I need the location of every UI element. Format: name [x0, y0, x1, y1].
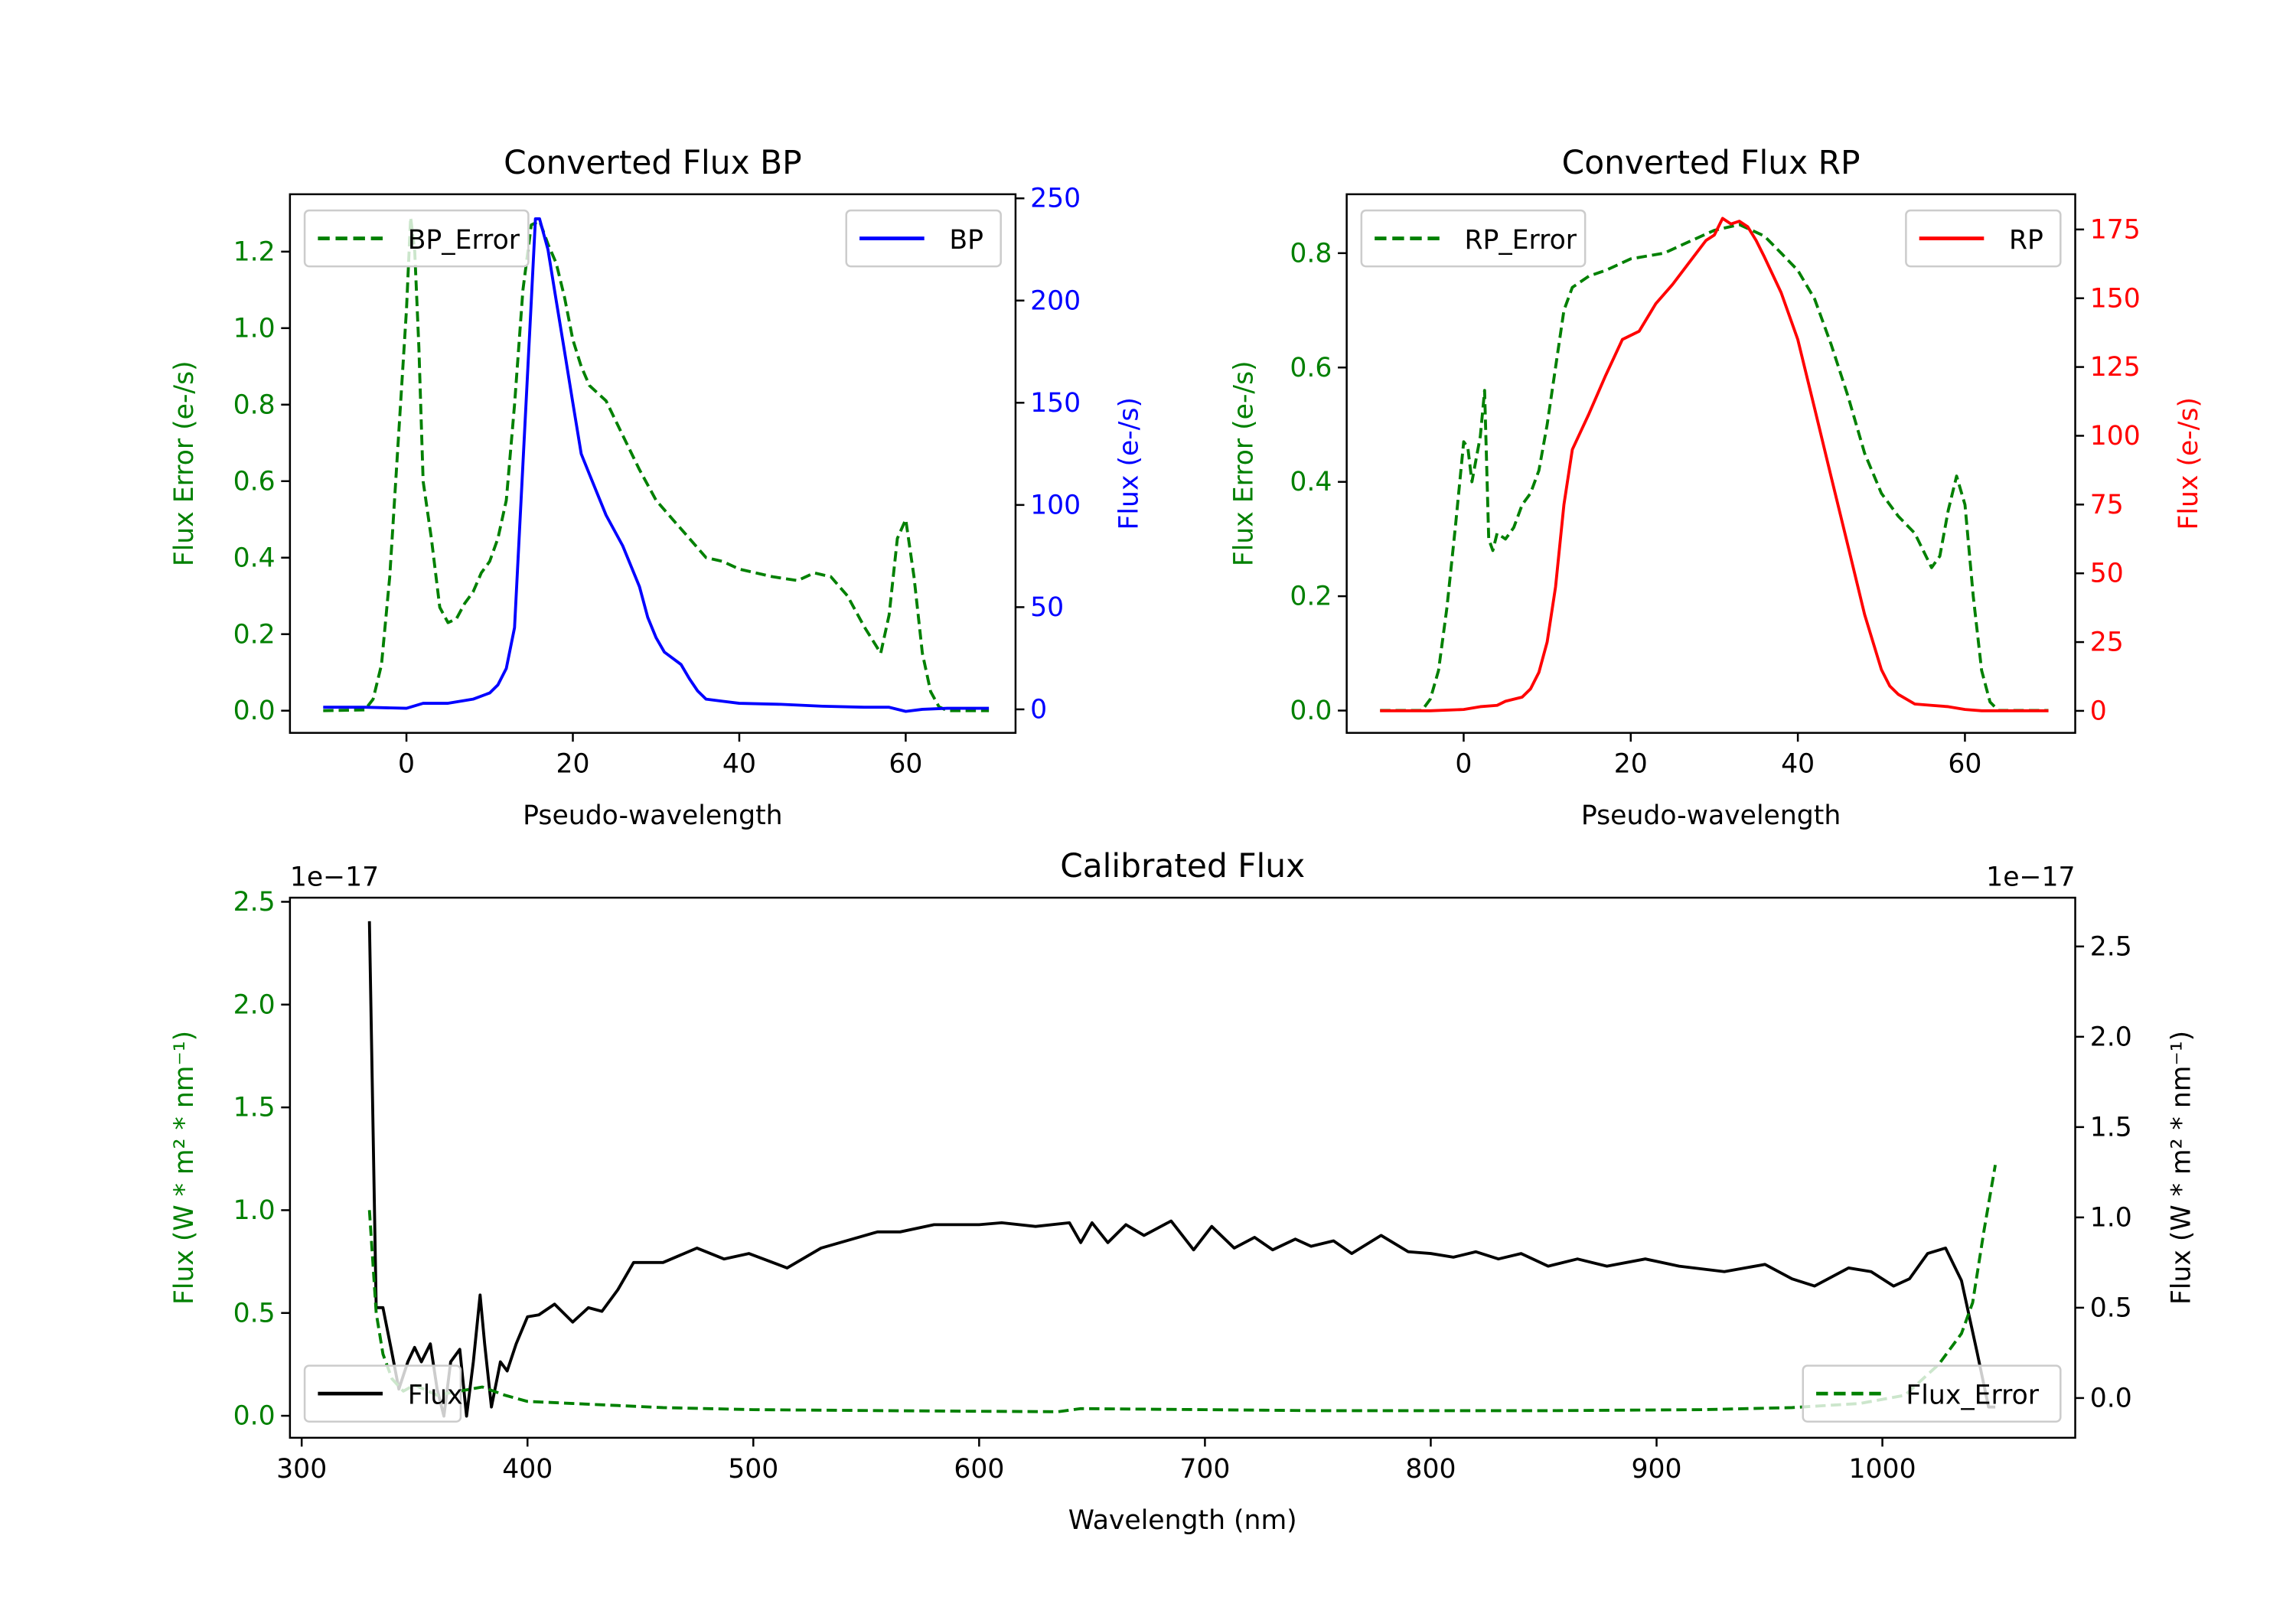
y-left-tick-label: 0.5 — [233, 1298, 276, 1328]
y-left-tick-label: 0.2 — [1290, 582, 1332, 612]
y-left-axis-label: Flux (W * m² * nm⁻¹) — [169, 1031, 200, 1305]
x-tick-label: 40 — [1781, 749, 1815, 780]
y-right-tick-label: 100 — [2090, 421, 2141, 451]
y-right-tick-label: 1.5 — [2090, 1112, 2132, 1143]
chart-1: 0 20 40 60 0.0 0.2 0.4 0.6 0.8 0 25 50 75 100 125 150 17… — [1229, 144, 2205, 831]
chart-title: Converted Flux BP — [504, 144, 801, 181]
y-left-tick-label: 2.5 — [233, 887, 276, 918]
x-axis-label: Pseudo-wavelength — [1581, 800, 1841, 831]
x-tick-label: 800 — [1405, 1454, 1456, 1485]
legend-label: Flux — [408, 1380, 463, 1411]
y-left-offset-text: 1e−17 — [290, 862, 379, 893]
y-left-tick-label: 0.6 — [1290, 353, 1332, 383]
x-tick-label: 400 — [502, 1454, 553, 1485]
axes-frame — [1345, 193, 2076, 734]
legend: RP_Error — [1360, 209, 1587, 268]
y-right-axis-label: Flux (e-/s) — [1114, 397, 1145, 530]
legend-box — [1360, 209, 1587, 268]
y-left-tick-label: 0.4 — [233, 543, 276, 573]
y-right-tick-label: 175 — [2090, 214, 2141, 245]
y-right-tick-label: 200 — [1030, 285, 1081, 316]
axes-frame — [289, 193, 1017, 734]
y-left-tick-label: 0.8 — [1290, 238, 1332, 269]
y-right-tick-label: 2.0 — [2090, 1022, 2132, 1052]
legend-label: RP_Error — [1464, 225, 1577, 256]
x-tick-label: 500 — [728, 1454, 778, 1485]
chart-2: 300 400 500 600 700 800 900 1000 0.0 0.5 1.0 1.5 2.0… — [169, 847, 2197, 1536]
y-right-tick-label: 2.5 — [2090, 931, 2132, 962]
y-left-axis-label: Flux Error (e-/s) — [1229, 360, 1260, 566]
series-line-bp — [323, 217, 990, 713]
y-left-tick-label: 0.0 — [1290, 696, 1332, 726]
y-left-tick-label: 0.0 — [233, 696, 276, 726]
legend: BP — [845, 209, 1002, 268]
x-tick-label: 700 — [1179, 1454, 1230, 1485]
x-axis-label: Wavelength (nm) — [1068, 1505, 1297, 1536]
y-right-tick-label: 100 — [1030, 490, 1081, 520]
x-tick-label: 20 — [556, 749, 589, 780]
chart-0: 0 20 40 60 0.0 0.2 0.4 0.6 0.8 1.0 1.2 0 50 100 150 200… — [169, 144, 1145, 831]
y-right-tick-label: 50 — [2090, 559, 2124, 589]
series-line-rp — [1380, 217, 2049, 712]
y-right-axis-label: Flux (W * m² * nm⁻¹) — [2167, 1031, 2197, 1305]
legend: BP_Error — [303, 209, 530, 268]
y-right-tick-label: 150 — [1030, 388, 1081, 419]
chart-title: Calibrated Flux — [1060, 847, 1305, 885]
x-tick-label: 600 — [954, 1454, 1004, 1485]
series-line-flux — [367, 921, 1996, 1418]
y-left-tick-label: 1.2 — [233, 236, 276, 267]
x-axis-label: Pseudo-wavelength — [523, 800, 782, 831]
series-line-flux-error — [367, 1164, 1998, 1413]
y-right-tick-label: 1.0 — [2090, 1202, 2132, 1233]
y-right-tick-label: 75 — [2090, 490, 2124, 520]
x-tick-label: 0 — [398, 749, 415, 780]
legend-label: Flux_Error — [1906, 1380, 2039, 1411]
x-tick-label: 300 — [276, 1454, 327, 1485]
y-right-tick-label: 250 — [1030, 184, 1081, 214]
y-left-tick-label: 0.0 — [233, 1401, 276, 1432]
y-right-axis-label: Flux (e-/s) — [2174, 397, 2204, 530]
y-right-tick-label: 125 — [2090, 352, 2141, 383]
y-left-tick-label: 0.8 — [233, 390, 276, 420]
x-tick-label: 1000 — [1849, 1454, 1916, 1485]
y-right-tick-label: 0 — [1030, 695, 1047, 725]
y-right-offset-text: 1e−17 — [1986, 862, 2075, 893]
y-right-tick-label: 0 — [2090, 696, 2107, 726]
axes-frame — [289, 896, 2076, 1439]
legend: Flux_Error — [1802, 1364, 2062, 1423]
x-tick-label: 60 — [1948, 749, 1981, 780]
y-left-tick-label: 0.6 — [233, 466, 276, 497]
x-tick-label: 0 — [1455, 749, 1472, 780]
y-right-tick-label: 25 — [2090, 627, 2124, 658]
series-line-rp-error — [1380, 223, 2049, 712]
legend-box — [303, 209, 530, 268]
y-left-axis-label: Flux Error (e-/s) — [169, 360, 200, 566]
x-tick-label: 900 — [1631, 1454, 1681, 1485]
y-left-tick-label: 1.0 — [233, 1195, 276, 1226]
y-right-tick-label: 50 — [1030, 592, 1064, 623]
x-tick-label: 20 — [1614, 749, 1648, 780]
y-right-tick-label: 0.5 — [2090, 1292, 2132, 1323]
y-left-tick-label: 1.5 — [233, 1093, 276, 1123]
legend-label: BP — [949, 225, 983, 256]
series-line-bp-error — [323, 215, 990, 712]
x-tick-label: 60 — [889, 749, 922, 780]
chart-title: Converted Flux RP — [1562, 144, 1861, 181]
legend-box — [1802, 1364, 2062, 1423]
y-left-tick-label: 0.4 — [1290, 467, 1332, 497]
legend-label: BP_Error — [408, 225, 520, 256]
y-right-tick-label: 0.0 — [2090, 1383, 2132, 1413]
legend-label: RP — [2009, 225, 2043, 256]
y-left-tick-label: 2.0 — [233, 989, 276, 1020]
y-left-tick-label: 0.2 — [233, 619, 276, 650]
x-tick-label: 40 — [722, 749, 756, 780]
legend: Flux — [303, 1364, 463, 1423]
legend: RP — [1905, 209, 2062, 268]
y-left-tick-label: 1.0 — [233, 313, 276, 344]
y-right-tick-label: 150 — [2090, 283, 2141, 314]
